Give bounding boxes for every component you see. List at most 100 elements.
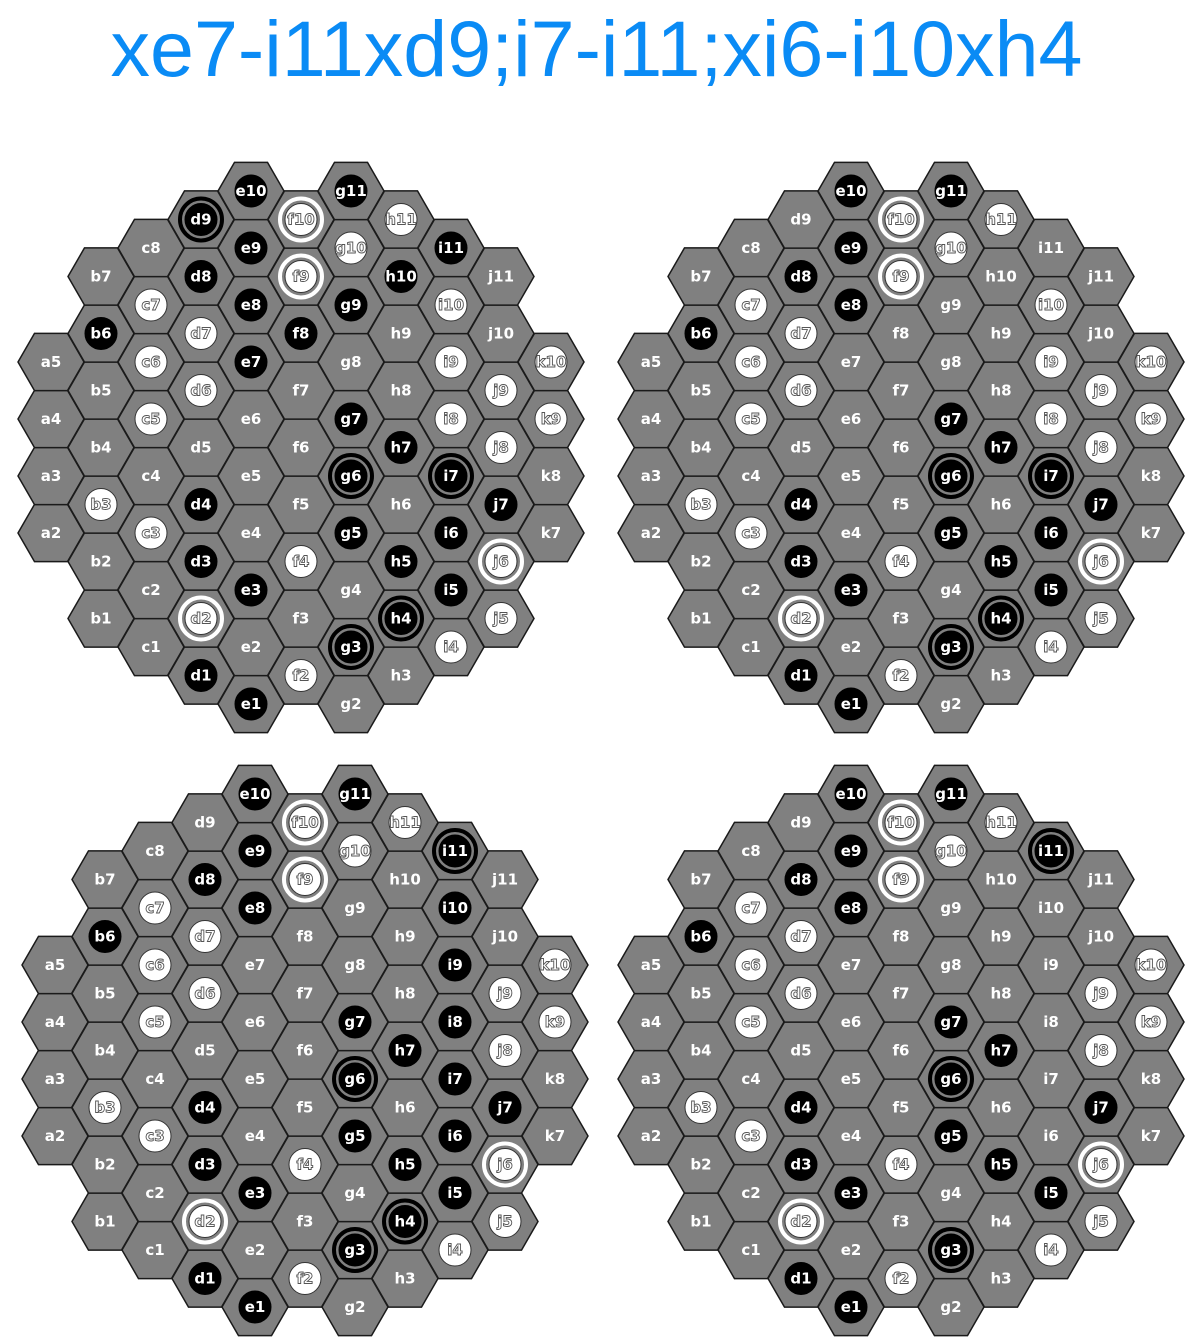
cell-i7[interactable]: i7 [421, 1049, 489, 1109]
cell-e7[interactable]: e7 [221, 935, 289, 995]
cell-k8[interactable]: k8 [521, 1049, 589, 1109]
cell-i10[interactable]: i10 [1017, 275, 1085, 335]
cell-j5[interactable]: j5 [1067, 589, 1135, 648]
cell-k7[interactable]: k7 [521, 1106, 589, 1166]
cell-c6[interactable]: c6 [717, 332, 785, 392]
cell-h11[interactable]: h11 [967, 793, 1035, 852]
cell-g10[interactable]: g10 [917, 218, 985, 278]
cell-e4[interactable]: e4 [221, 1106, 289, 1166]
cell-h10[interactable]: h10 [367, 247, 435, 306]
cell-f4[interactable]: f4 [267, 532, 335, 591]
cell-h9[interactable]: h9 [967, 304, 1035, 363]
cell-b4[interactable]: b4 [67, 418, 135, 477]
cell-e9[interactable]: e9 [817, 821, 885, 881]
cell-i4[interactable]: i4 [421, 1220, 489, 1280]
cell-f8[interactable]: f8 [267, 304, 335, 363]
cell-h11[interactable]: h11 [371, 793, 439, 852]
cell-e10[interactable]: e10 [217, 161, 285, 221]
cell-c6[interactable]: c6 [121, 935, 189, 995]
cell-i5[interactable]: i5 [1017, 560, 1085, 620]
cell-k9[interactable]: k9 [1117, 992, 1185, 1052]
cell-b3[interactable]: b3 [71, 1078, 139, 1137]
cell-d6[interactable]: d6 [767, 964, 835, 1023]
cell-e4[interactable]: e4 [817, 503, 885, 563]
cell-f2[interactable]: f2 [867, 646, 935, 705]
cell-f2[interactable]: f2 [271, 1249, 339, 1308]
cell-j6[interactable]: j6 [471, 1135, 539, 1194]
cell-c5[interactable]: c5 [717, 389, 785, 449]
cell-g3[interactable]: g3 [317, 617, 385, 677]
cell-k10[interactable]: k10 [1117, 935, 1185, 995]
cell-g10[interactable]: g10 [321, 821, 389, 881]
cell-j5[interactable]: j5 [471, 1192, 539, 1251]
cell-h5[interactable]: h5 [371, 1135, 439, 1194]
cell-h6[interactable]: h6 [371, 1078, 439, 1137]
cell-c5[interactable]: c5 [117, 389, 185, 449]
cell-h4[interactable]: h4 [371, 1192, 439, 1251]
cell-i8[interactable]: i8 [417, 389, 485, 449]
cell-c7[interactable]: c7 [117, 275, 185, 335]
cell-j7[interactable]: j7 [471, 1078, 539, 1137]
cell-j11[interactable]: j11 [1067, 247, 1135, 306]
cell-j8[interactable]: j8 [1067, 418, 1135, 477]
cell-g6[interactable]: g6 [917, 446, 985, 506]
cell-k7[interactable]: k7 [1117, 1106, 1185, 1166]
cell-i10[interactable]: i10 [421, 878, 489, 938]
cell-g7[interactable]: g7 [321, 992, 389, 1052]
cell-g8[interactable]: g8 [321, 935, 389, 995]
cell-j7[interactable]: j7 [467, 475, 535, 534]
cell-h6[interactable]: h6 [367, 475, 435, 534]
cell-f10[interactable]: f10 [867, 793, 935, 852]
cell-g5[interactable]: g5 [321, 1106, 389, 1166]
cell-j6[interactable]: j6 [1067, 532, 1135, 591]
cell-k9[interactable]: k9 [1117, 389, 1185, 449]
cell-g10[interactable]: g10 [917, 821, 985, 881]
cell-i8[interactable]: i8 [421, 992, 489, 1052]
cell-g3[interactable]: g3 [321, 1220, 389, 1280]
cell-h3[interactable]: h3 [967, 1249, 1035, 1308]
cell-e8[interactable]: e8 [817, 878, 885, 938]
cell-f5[interactable]: f5 [267, 475, 335, 534]
cell-i6[interactable]: i6 [417, 503, 485, 563]
cell-g11[interactable]: g11 [321, 764, 389, 824]
cell-e9[interactable]: e9 [221, 821, 289, 881]
cell-h3[interactable]: h3 [367, 646, 435, 705]
cell-i5[interactable]: i5 [1017, 1163, 1085, 1223]
cell-d5[interactable]: d5 [171, 1021, 239, 1080]
cell-i9[interactable]: i9 [417, 332, 485, 392]
cell-g7[interactable]: g7 [317, 389, 385, 449]
cell-a5[interactable]: a5 [21, 935, 89, 995]
cell-d2[interactable]: d2 [767, 1192, 835, 1251]
cell-b3[interactable]: b3 [667, 1078, 735, 1137]
cell-e2[interactable]: e2 [217, 617, 285, 677]
cell-k7[interactable]: k7 [1117, 503, 1185, 563]
cell-e1[interactable]: e1 [217, 674, 285, 734]
cell-d3[interactable]: d3 [767, 1135, 835, 1194]
cell-e10[interactable]: e10 [817, 764, 885, 824]
cell-e1[interactable]: e1 [221, 1277, 289, 1337]
cell-a4[interactable]: a4 [617, 992, 685, 1052]
cell-f9[interactable]: f9 [267, 247, 335, 306]
cell-f2[interactable]: f2 [267, 646, 335, 705]
cell-b3[interactable]: b3 [667, 475, 735, 534]
cell-e8[interactable]: e8 [221, 878, 289, 938]
cell-d4[interactable]: d4 [767, 1078, 835, 1137]
cell-g11[interactable]: g11 [317, 161, 385, 221]
cell-k10[interactable]: k10 [1117, 332, 1185, 392]
cell-a5[interactable]: a5 [617, 332, 685, 392]
cell-e4[interactable]: e4 [217, 503, 285, 563]
cell-g10[interactable]: g10 [317, 218, 385, 278]
cell-e1[interactable]: e1 [817, 674, 885, 734]
cell-i6[interactable]: i6 [421, 1106, 489, 1166]
cell-e2[interactable]: e2 [817, 1220, 885, 1280]
cell-h7[interactable]: h7 [371, 1021, 439, 1080]
cell-d8[interactable]: d8 [767, 247, 835, 306]
cell-g2[interactable]: g2 [317, 674, 385, 734]
cell-f5[interactable]: f5 [867, 1078, 935, 1137]
cell-f4[interactable]: f4 [867, 532, 935, 591]
cell-d2[interactable]: d2 [767, 589, 835, 648]
cell-c3[interactable]: c3 [717, 503, 785, 563]
cell-d6[interactable]: d6 [171, 964, 239, 1023]
cell-f4[interactable]: f4 [271, 1135, 339, 1194]
cell-b6[interactable]: b6 [67, 304, 135, 363]
